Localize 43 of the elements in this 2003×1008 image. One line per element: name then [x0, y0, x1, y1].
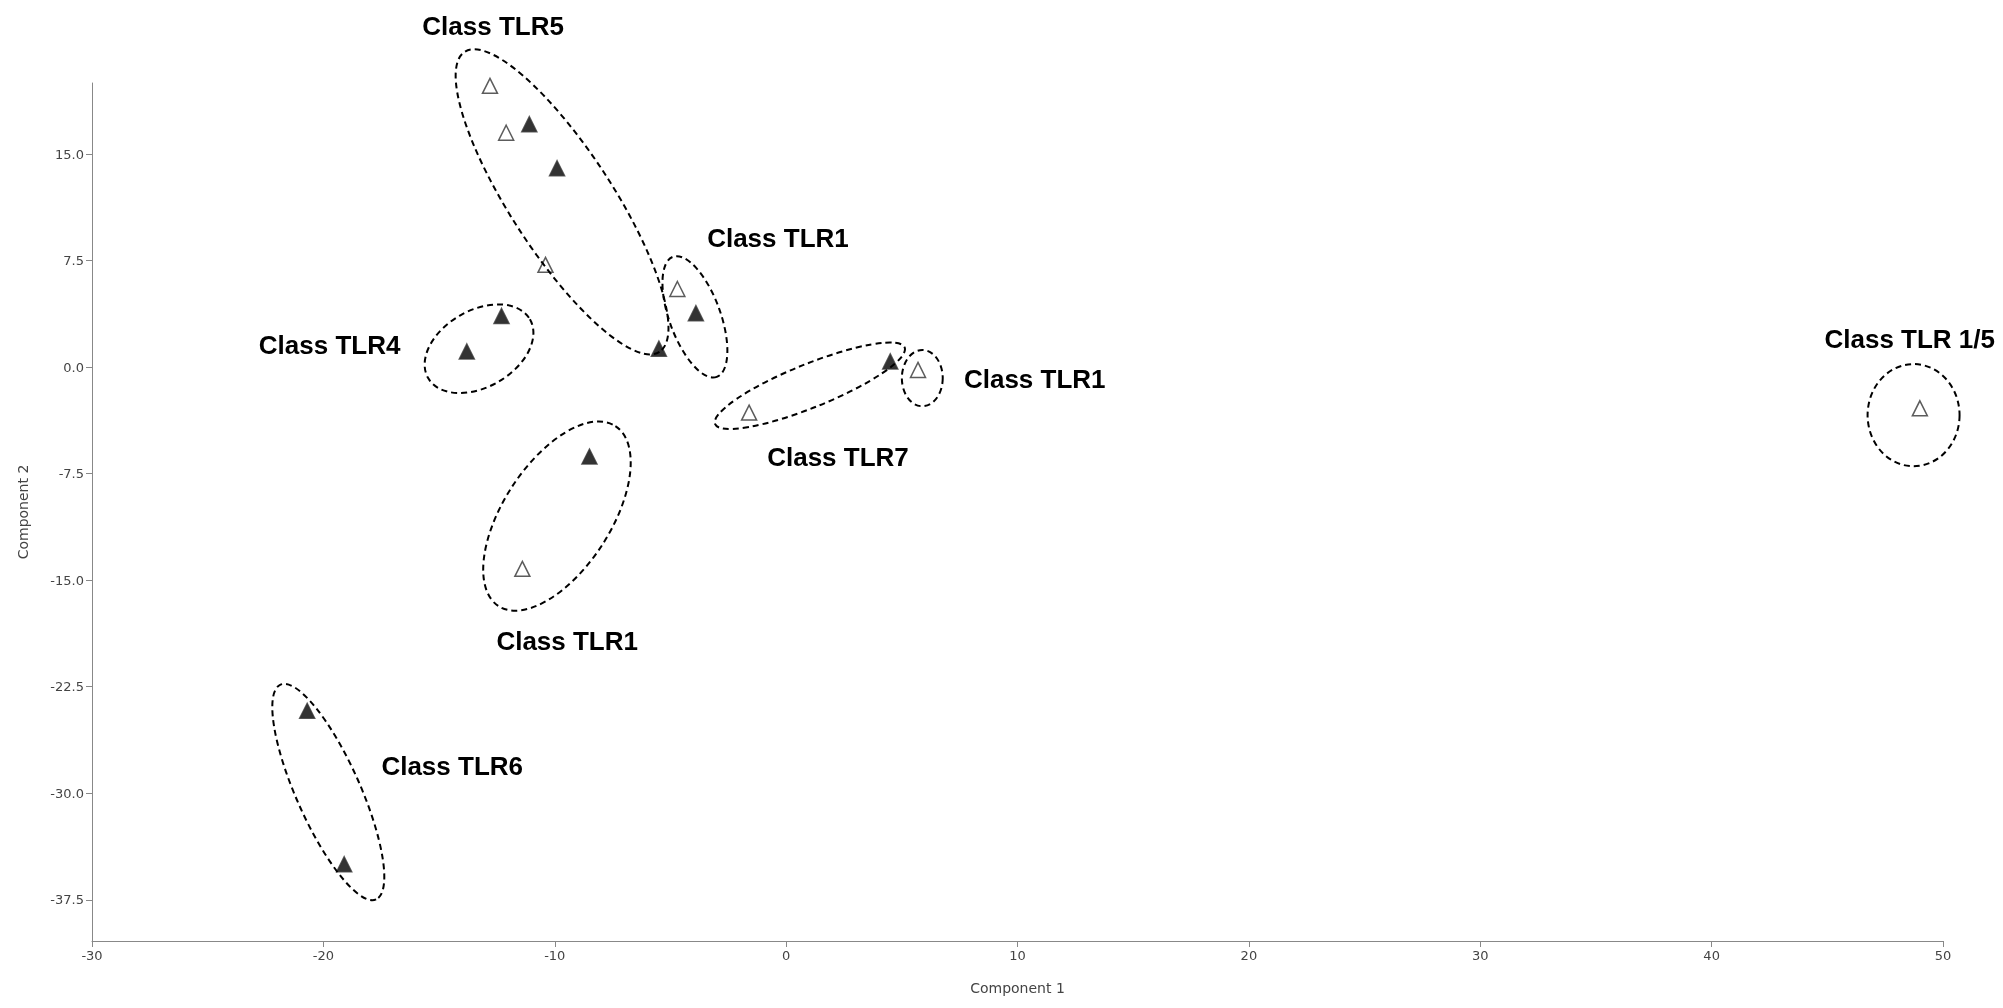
annotation: Class TLR4 [258, 329, 401, 360]
point [669, 280, 686, 298]
point [514, 560, 531, 578]
x-tick-label: 40 [1703, 948, 1720, 963]
y-axis-title: Component 2 [15, 464, 31, 560]
x-axis-title: Component 1 [970, 980, 1065, 996]
point [650, 340, 668, 357]
point [335, 856, 353, 873]
y-tick-label: -15.0 [50, 572, 84, 588]
y-tick-label: -22.5 [50, 679, 84, 695]
x-tick-label: 0 [781, 948, 791, 963]
point [740, 404, 758, 421]
point [881, 353, 899, 370]
x-tick-label: -10 [544, 948, 566, 963]
point [1911, 400, 1929, 417]
x-tick-label: 30 [1471, 948, 1489, 963]
annotation: Class TLR1 [707, 222, 849, 253]
point [298, 702, 316, 720]
y-tick-label: -37.5 [50, 892, 84, 908]
y-tick-label: -7.5 [58, 466, 84, 482]
point [493, 307, 510, 325]
x-tick-label: 50 [1934, 948, 1952, 963]
point [521, 115, 538, 133]
point [687, 304, 705, 322]
point [581, 448, 598, 465]
y-tick-label: 7.5 [63, 253, 84, 269]
x-tick-label: 20 [1240, 948, 1258, 963]
annotation: Class TLR6 [381, 751, 524, 782]
point [481, 77, 499, 95]
y-tick-label: 0.0 [63, 359, 84, 375]
annotation: Class TLR 1/5 [1824, 323, 1996, 354]
annotation: Class TLR7 [767, 442, 909, 473]
point [548, 159, 566, 177]
annotation: Class TLR1 [496, 626, 638, 657]
x-tick-label: -20 [312, 948, 334, 963]
point [497, 124, 515, 141]
x-tick-label: 10 [1009, 948, 1026, 963]
point [458, 343, 476, 360]
x-tick-label: -30 [81, 948, 103, 963]
annotation: Class TLR1 [963, 364, 1106, 395]
y-tick-label: 15.0 [55, 146, 84, 162]
y-tick-label: -30.0 [50, 785, 84, 801]
text: Class TLR5 [422, 10, 564, 41]
